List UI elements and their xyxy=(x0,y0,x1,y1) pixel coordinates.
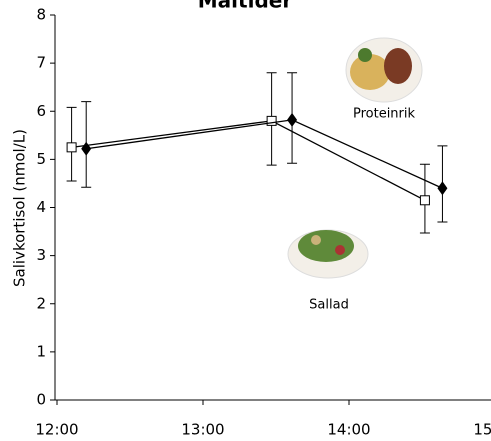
x-tick-label: 12:00 xyxy=(35,421,78,439)
x-tick-label: 13:00 xyxy=(181,421,224,439)
marker xyxy=(67,143,76,152)
y-tick-label: 3 xyxy=(36,246,46,264)
y-tick-label: 2 xyxy=(36,294,46,312)
annotation: Proteinrik xyxy=(353,107,416,122)
chart-title: Måltider xyxy=(198,0,293,13)
series-line xyxy=(86,120,442,188)
annotation: Sallad xyxy=(309,298,349,313)
series-line xyxy=(72,121,425,200)
y-tick-label: 4 xyxy=(36,198,46,216)
x-tick-label: 14:00 xyxy=(327,421,370,439)
y-tick-label: 0 xyxy=(36,391,46,409)
y-axis-label: Salivkortisol (nmol/L) xyxy=(11,129,29,287)
marker xyxy=(420,196,429,205)
y-tick-label: 5 xyxy=(36,150,46,168)
y-tick-label: 8 xyxy=(36,6,46,24)
marker xyxy=(287,113,297,127)
marker xyxy=(267,116,276,125)
y-tick-label: 7 xyxy=(36,54,46,72)
food-image-salad xyxy=(288,230,368,278)
marker xyxy=(437,181,447,195)
marker xyxy=(81,142,91,156)
y-tick-label: 6 xyxy=(36,102,46,120)
x-tick-label: 15:00 xyxy=(473,421,491,439)
y-tick-label: 1 xyxy=(36,342,46,360)
food-image-protein xyxy=(346,38,422,102)
chart: Måltider Salivkortisol (nmol/L) Proteinr… xyxy=(0,0,491,441)
